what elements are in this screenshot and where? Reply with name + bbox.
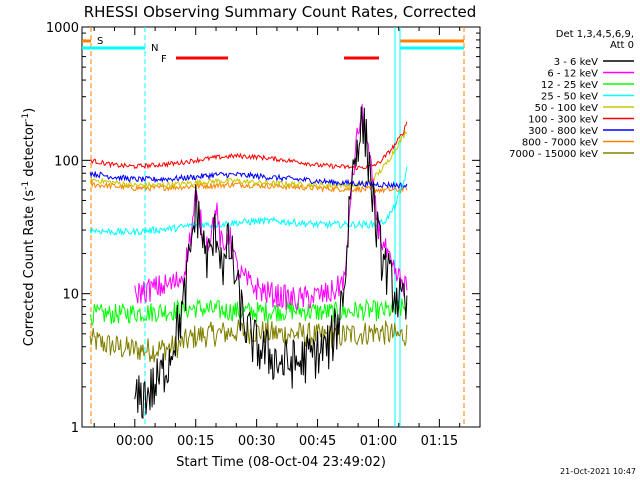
- y-axis-label-end: ): [22, 108, 37, 113]
- series-layer: [89, 104, 408, 420]
- legend-label: 12 - 25 keV: [541, 80, 598, 91]
- legend-label: 25 - 50 keV: [541, 92, 598, 103]
- series-line: [89, 319, 408, 363]
- observing-markers: S NF: [82, 27, 465, 427]
- y-axis-label-mid: detector: [22, 121, 37, 181]
- timestamp: 21-Oct-2021 10:47: [560, 467, 636, 476]
- y-axis-label-main: Corrected Count Rate (s: [22, 190, 37, 347]
- legend-label: 50 - 100 keV: [535, 103, 599, 114]
- chart-title: RHESSI Observing Summary Count Rates, Co…: [84, 3, 477, 21]
- night-label: N: [151, 43, 158, 54]
- x-tick-label: 00:45: [299, 434, 336, 449]
- y-axis: 1 10 100 1000: [46, 21, 480, 436]
- legend-label: 100 - 300 keV: [528, 115, 598, 126]
- series-line: [89, 171, 408, 191]
- series-line: [134, 106, 408, 420]
- legend-header: Det 1,3,4,5,6,9,: [556, 29, 634, 40]
- plot-frame: [81, 26, 481, 428]
- x-tick-label: 00:00: [116, 434, 153, 449]
- legend-label: 3 - 6 keV: [554, 57, 598, 68]
- y-tick-label: 1000: [46, 21, 79, 36]
- y-axis-label: Corrected Count Rate (s-1 detector-1): [21, 108, 37, 346]
- y-tick-label: 100: [54, 154, 79, 169]
- legend-label: 7000 - 15000 keV: [509, 149, 598, 160]
- flare-label: F: [161, 54, 167, 65]
- legend-label: 6 - 12 keV: [547, 69, 598, 80]
- legend-label: 300 - 800 keV: [528, 126, 598, 137]
- series-line: [89, 298, 408, 327]
- x-axis-label: Start Time (08-Oct-04 23:49:02): [176, 455, 386, 470]
- y-tick-label: 1: [71, 421, 79, 436]
- saa-label: S: [97, 36, 103, 47]
- series-line: [89, 166, 408, 236]
- legend-label: 800 - 7000 keV: [522, 138, 598, 149]
- x-tick-label: 01:00: [360, 434, 397, 449]
- y-axis-label-sup1: -1: [21, 181, 31, 190]
- y-axis-label-sup2: -1: [21, 113, 31, 122]
- x-axis: 00:00 00:15 00:30 00:45 01:00 01:15: [93, 27, 481, 449]
- x-tick-label: 00:15: [177, 434, 214, 449]
- legend-header: Att 0: [610, 40, 634, 51]
- y-tick-label: 10: [62, 288, 79, 303]
- series-line: [89, 130, 408, 190]
- x-tick-label: 00:30: [238, 434, 275, 449]
- x-tick-label: 01:15: [421, 434, 458, 449]
